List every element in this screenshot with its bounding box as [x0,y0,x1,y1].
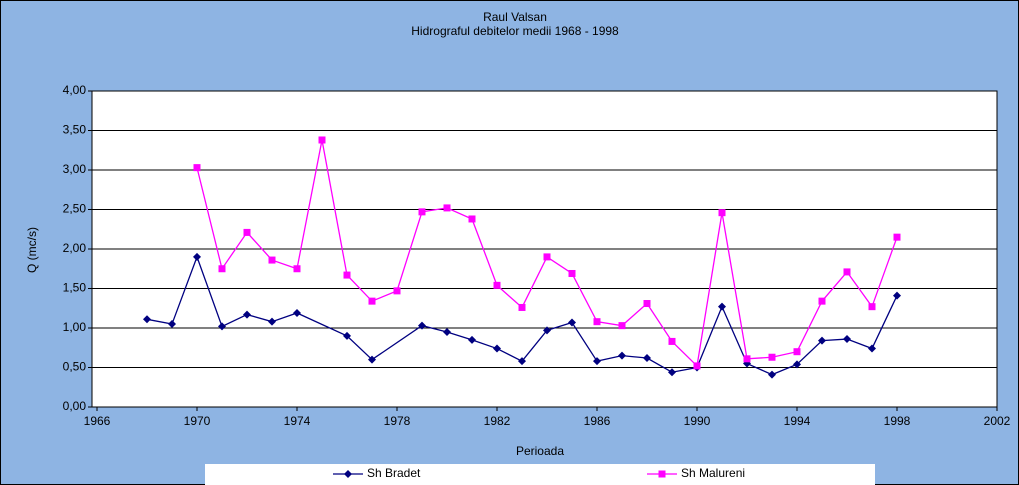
marker [443,327,451,336]
marker [843,268,851,276]
marker [243,228,251,236]
marker [368,297,376,305]
marker [593,357,601,366]
legend-label: Sh Malureni [681,466,745,480]
marker [443,204,451,212]
marker [418,321,426,330]
y-tick-label: 4,00 [63,83,87,97]
x-tick-label: 1986 [584,414,611,428]
x-tick-label: 1994 [784,414,811,428]
marker [668,337,676,345]
marker [568,318,576,327]
marker [868,344,876,353]
x-tick-label: 1970 [184,414,211,428]
marker [468,335,476,344]
x-tick-label: 1966 [84,414,111,428]
marker [468,215,476,223]
marker [318,136,326,144]
x-tick-label: 1982 [484,414,511,428]
marker [218,322,226,331]
marker [193,164,201,172]
y-tick-label: 0,00 [63,399,87,413]
y-axis-label: Q (mc/s) [25,227,39,273]
y-tick-label: 3,50 [63,123,87,137]
marker [643,354,651,363]
marker [893,233,901,241]
marker [543,253,551,261]
marker [493,344,501,353]
x-tick-label: 1974 [284,414,311,428]
marker [668,368,676,377]
marker [518,357,526,366]
marker [268,317,276,326]
marker [793,348,801,356]
marker [368,355,376,364]
marker [843,335,851,344]
marker [293,265,301,273]
marker [343,271,351,279]
x-tick-label: 1990 [684,414,711,428]
x-tick-label: 2002 [984,414,1011,428]
marker [818,297,826,305]
y-tick-label: 2,00 [63,241,87,255]
marker [268,256,276,264]
marker [593,318,601,326]
x-tick-label: 1978 [384,414,411,428]
marker [618,351,626,360]
marker [743,355,751,363]
y-tick-label: 2,50 [63,202,87,216]
legend-marker [658,470,666,478]
marker [493,281,501,289]
chart-subtitle: Hidrograful debitelor medii 1968 - 1998 [411,24,619,38]
marker [293,308,301,317]
legend-marker [344,470,352,478]
y-tick-label: 1,00 [63,320,87,334]
marker [343,331,351,340]
marker [143,315,151,324]
marker [893,291,901,300]
marker [768,353,776,361]
marker [643,300,651,308]
y-tick-label: 1,50 [63,281,87,295]
chart-title: Raul Valsan [483,10,547,24]
marker [718,302,726,311]
marker [518,303,526,311]
y-tick-label: 3,00 [63,162,87,176]
legend-label: Sh Bradet [367,466,421,480]
marker [768,370,776,379]
marker [243,310,251,319]
marker [168,320,176,329]
marker [818,336,826,345]
marker [868,303,876,311]
y-tick-label: 0,50 [63,360,87,374]
marker [393,287,401,295]
legend [205,464,875,485]
marker [718,209,726,217]
marker [193,252,201,261]
x-tick-label: 1998 [884,414,911,428]
marker [618,322,626,330]
marker [693,362,701,370]
marker [793,360,801,369]
marker [568,269,576,277]
x-axis-label: Perioada [516,444,564,458]
marker [218,265,226,273]
marker [543,326,551,335]
marker [418,208,426,216]
